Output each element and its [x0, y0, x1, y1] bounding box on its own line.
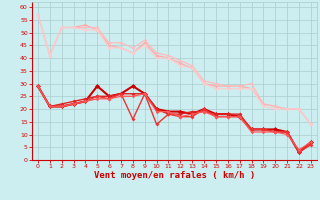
X-axis label: Vent moyen/en rafales ( km/h ): Vent moyen/en rafales ( km/h ) — [94, 171, 255, 180]
